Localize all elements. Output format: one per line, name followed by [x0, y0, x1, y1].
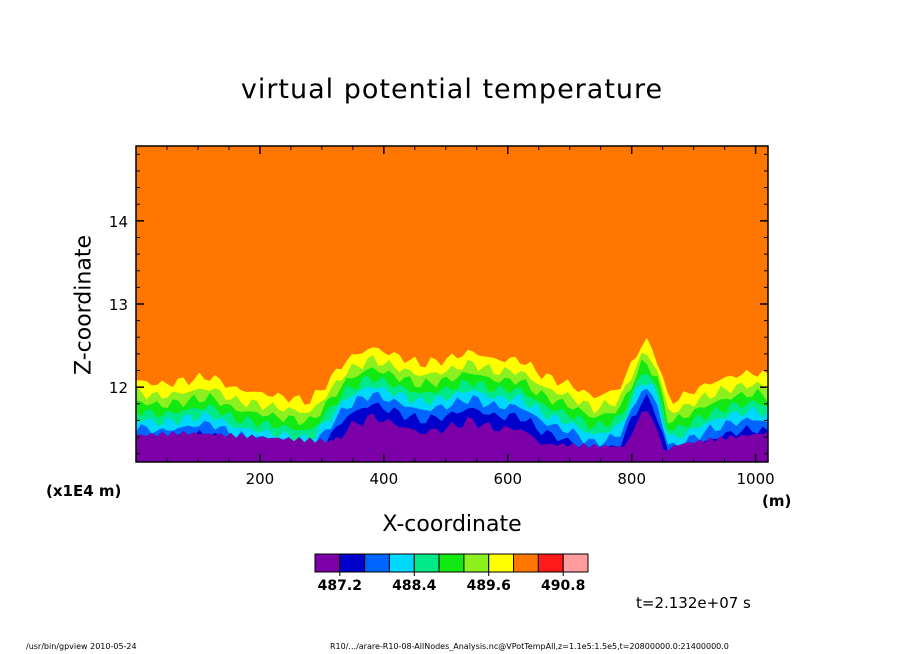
x-tick-label-400: 400 — [370, 470, 399, 488]
colorbar-swatch — [513, 553, 539, 573]
contour-bands — [136, 146, 768, 462]
y-tick-label-12: 12 — [109, 379, 128, 397]
colorbar-swatch — [388, 553, 415, 573]
colorbar-swatch — [364, 553, 390, 573]
colorbar-label: 489.6 — [467, 578, 511, 594]
colorbar-swatch — [314, 553, 341, 573]
x-tick-label-600: 600 — [493, 470, 522, 488]
band-bottom-purple — [136, 430, 768, 462]
y-tick-label-14: 14 — [109, 213, 128, 231]
footer-command: /usr/bin/gpview 2010-05-24 — [26, 642, 137, 651]
colorbar-swatch — [562, 553, 589, 573]
x-axis-label: X-coordinate — [382, 512, 522, 537]
chart-title: virtual potential temperature — [240, 74, 664, 105]
colorbar-swatch — [438, 553, 465, 573]
colorbar-swatch — [463, 553, 490, 573]
x-tick-label-200: 200 — [246, 470, 275, 488]
colorbar-swatch — [413, 553, 440, 573]
colorbar-swatch — [537, 553, 564, 573]
colorbar-label: 490.8 — [541, 578, 585, 594]
colorbar-swatch — [339, 553, 366, 573]
x-axis-unit: (m) — [762, 492, 792, 510]
footer-file-path: R10/.../arare-R10-08-AllNodes_Analysis.n… — [330, 642, 729, 651]
time-label: t=2.132e+07 s — [636, 594, 751, 612]
axis-ticks: 200 400 600 800 1000 12 13 14 — [109, 146, 775, 488]
colorbar-swatch — [488, 553, 515, 573]
x-tick-label-1000: 1000 — [737, 470, 775, 488]
y-axis-label: Z-coordinate — [71, 235, 97, 375]
colorbar-label: 487.2 — [318, 578, 362, 594]
x-tick-label-800: 800 — [617, 470, 646, 488]
colorbar: 487.2 488.4 489.6 490.8 — [314, 553, 589, 594]
colorbar-label: 488.4 — [392, 578, 437, 594]
y-tick-label-13: 13 — [109, 296, 128, 314]
y-axis-unit: (x1E4 m) — [46, 482, 122, 500]
band-purple — [136, 410, 768, 462]
